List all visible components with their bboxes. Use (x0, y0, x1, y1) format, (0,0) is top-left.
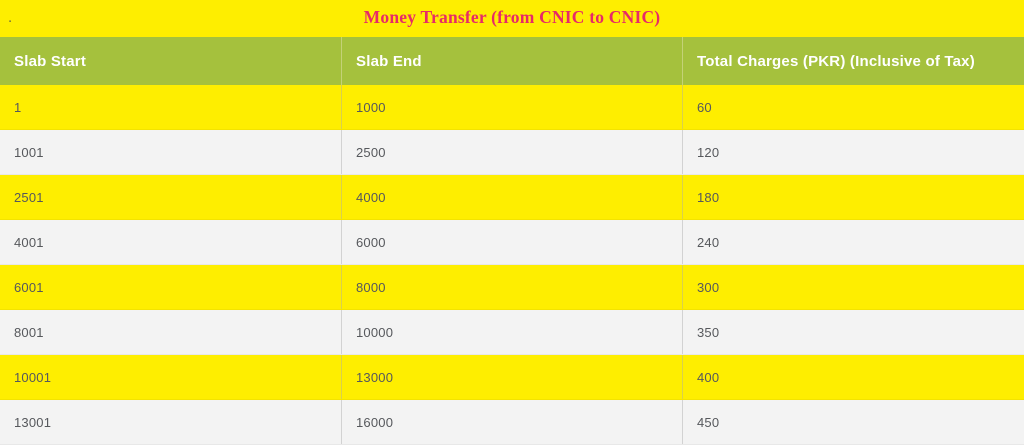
table-cell-slab-end: 10000 (341, 310, 682, 354)
page-title: Money Transfer (from CNIC to CNIC) (363, 7, 661, 27)
table-cell-slab-start: 13001 (14, 414, 52, 430)
table-cell-slab-end: 16000 (341, 400, 682, 444)
table-row: 2501 4000 180 (0, 175, 1024, 220)
money-transfer-charges-table: Slab Start Slab End Total Charges (PKR) … (0, 37, 1024, 445)
stray-period-text: . (8, 9, 13, 26)
table-cell-charges: 400 (682, 355, 1024, 399)
table-header-row: Slab Start Slab End Total Charges (PKR) … (0, 37, 1024, 85)
table-row: 6001 8000 300 (0, 265, 1024, 310)
table-cell-slab-start: 2501 (14, 189, 44, 205)
table-cell-charges: 120 (682, 130, 1024, 174)
table-cell-slab-end: 2500 (341, 130, 682, 174)
table-cell-charges: 240 (682, 220, 1024, 264)
table-cell-slab-start: 6001 (14, 279, 44, 295)
table-cell-charges: 300 (682, 265, 1024, 309)
table-cell-slab-end: 4000 (341, 175, 682, 219)
table-row: 1 1000 60 (0, 85, 1024, 130)
table-cell-charges: 180 (682, 175, 1024, 219)
table-cell-charges: 450 (682, 400, 1024, 444)
table-row: 4001 6000 240 (0, 220, 1024, 265)
header-total-charges: Total Charges (PKR) (Inclusive of Tax) (682, 37, 1024, 85)
table-row: 10001 13000 400 (0, 355, 1024, 400)
table-cell-slab-end: 8000 (341, 265, 682, 309)
table-cell-charges: 60 (682, 85, 1024, 129)
table-cell-charges: 350 (682, 310, 1024, 354)
table-cell-slab-start: 10001 (14, 369, 52, 385)
table-row: 13001 16000 450 (0, 400, 1024, 445)
table-row: 8001 10000 350 (0, 310, 1024, 355)
table-cell-slab-end: 1000 (341, 85, 682, 129)
table-cell-slab-end: 13000 (341, 355, 682, 399)
table-cell-slab-start: 1 (14, 99, 22, 115)
table-row: 1001 2500 120 (0, 130, 1024, 175)
table-cell-slab-start: 4001 (14, 234, 44, 250)
header-slab-start: Slab Start (14, 52, 87, 70)
table-cell-slab-start: 1001 (14, 144, 44, 160)
header-slab-end: Slab End (341, 37, 682, 85)
table-cell-slab-end: 6000 (341, 220, 682, 264)
table-cell-slab-start: 8001 (14, 324, 44, 340)
title-band: . Money Transfer (from CNIC to CNIC) (0, 0, 1024, 37)
